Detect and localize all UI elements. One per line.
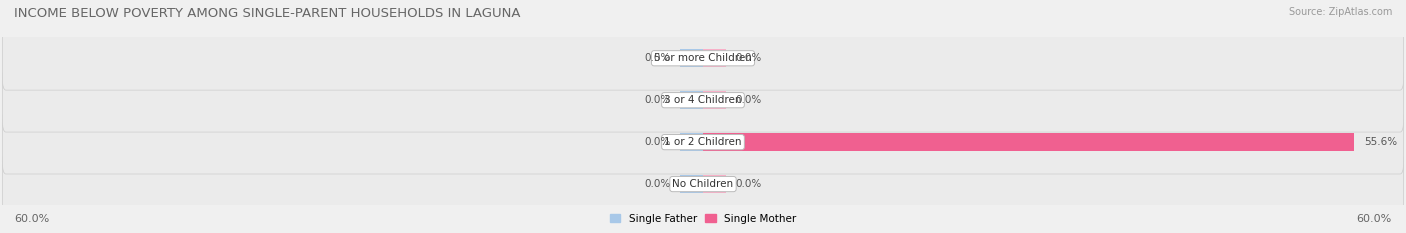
FancyBboxPatch shape (3, 68, 1403, 132)
Text: 60.0%: 60.0% (1357, 214, 1392, 224)
Text: 0.0%: 0.0% (644, 137, 671, 147)
Text: 1 or 2 Children: 1 or 2 Children (664, 137, 742, 147)
Text: 0.0%: 0.0% (644, 95, 671, 105)
Text: 5 or more Children: 5 or more Children (654, 53, 752, 63)
Bar (679, 49, 703, 67)
Text: 60.0%: 60.0% (14, 214, 49, 224)
Text: 0.0%: 0.0% (644, 53, 671, 63)
Text: INCOME BELOW POVERTY AMONG SINGLE-PARENT HOUSEHOLDS IN LAGUNA: INCOME BELOW POVERTY AMONG SINGLE-PARENT… (14, 7, 520, 20)
Text: No Children: No Children (672, 179, 734, 189)
Bar (679, 175, 703, 193)
Text: 0.0%: 0.0% (735, 53, 762, 63)
Text: 55.6%: 55.6% (1364, 137, 1398, 147)
Text: 0.0%: 0.0% (735, 179, 762, 189)
FancyBboxPatch shape (3, 152, 1403, 216)
Legend: Single Father, Single Mother: Single Father, Single Mother (606, 209, 800, 228)
Text: 0.0%: 0.0% (735, 95, 762, 105)
Bar (703, 175, 727, 193)
Bar (703, 91, 727, 109)
Text: 3 or 4 Children: 3 or 4 Children (664, 95, 742, 105)
Text: 0.0%: 0.0% (644, 179, 671, 189)
Bar (703, 49, 727, 67)
Bar (679, 133, 703, 151)
Bar (679, 91, 703, 109)
Text: Source: ZipAtlas.com: Source: ZipAtlas.com (1288, 7, 1392, 17)
Bar (703, 133, 1354, 151)
FancyBboxPatch shape (3, 26, 1403, 90)
FancyBboxPatch shape (3, 110, 1403, 174)
